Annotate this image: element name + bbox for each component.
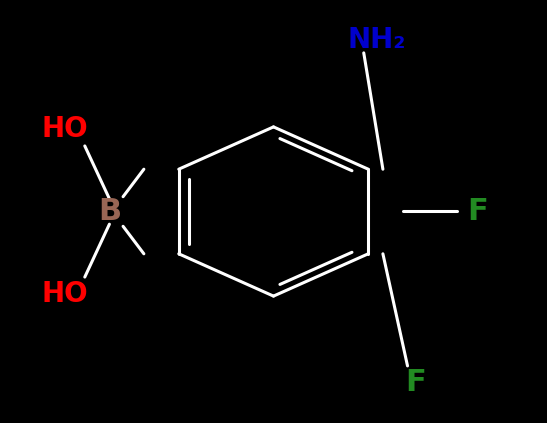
Text: NH₂: NH₂ — [347, 26, 406, 54]
Text: B: B — [98, 197, 121, 226]
Text: HO: HO — [41, 280, 88, 308]
Text: F: F — [468, 197, 488, 226]
Text: F: F — [405, 368, 426, 397]
Text: HO: HO — [41, 115, 88, 143]
